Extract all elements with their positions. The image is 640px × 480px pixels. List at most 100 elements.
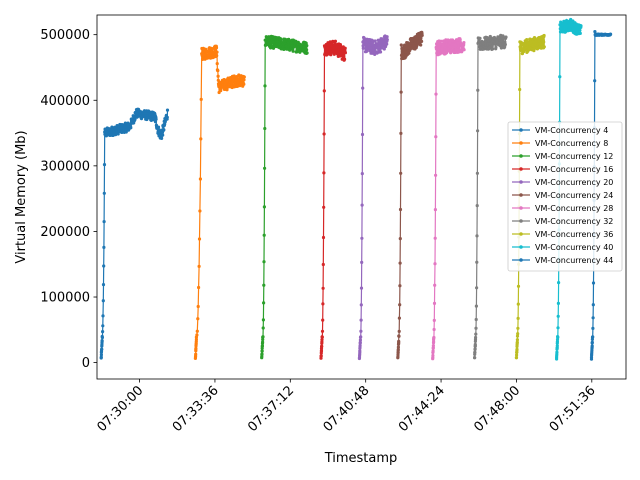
data-point <box>156 125 161 129</box>
data-point <box>403 43 407 47</box>
data-point <box>398 303 402 307</box>
data-point <box>518 87 522 92</box>
data-point <box>215 62 219 66</box>
y-axis-title: Virtual Memory (Mb) <box>14 130 29 263</box>
data-point <box>261 340 265 344</box>
data-point <box>515 353 519 357</box>
data-point <box>360 132 365 137</box>
data-point <box>431 349 435 353</box>
data-point <box>368 46 373 50</box>
data-point <box>432 301 437 305</box>
data-point <box>333 39 337 43</box>
legend-label: VM-Concurrency 28 <box>535 204 613 213</box>
data-point <box>263 84 267 88</box>
data-point <box>102 191 106 195</box>
data-point <box>514 355 519 360</box>
data-point <box>475 260 479 264</box>
data-point <box>420 33 424 38</box>
series-9 <box>514 33 546 360</box>
data-point <box>100 347 104 351</box>
data-point <box>319 354 323 358</box>
data-point <box>399 90 403 94</box>
data-point <box>196 304 200 309</box>
data-point <box>433 283 437 287</box>
data-point <box>578 31 582 35</box>
data-point <box>165 108 170 112</box>
data-point <box>261 335 265 339</box>
data-point <box>262 301 266 305</box>
data-point <box>194 352 198 356</box>
data-point <box>322 132 326 136</box>
data-point <box>419 43 423 47</box>
legend-label: VM-Concurrency 16 <box>535 165 613 174</box>
data-point <box>491 47 495 51</box>
data-point <box>433 208 437 212</box>
data-point <box>473 342 477 347</box>
data-point <box>320 338 324 342</box>
legend-item: VM-Concurrency 44 <box>512 256 613 265</box>
data-point <box>556 335 560 339</box>
data-point <box>359 318 363 322</box>
legend-marker <box>519 180 523 184</box>
data-point <box>433 236 437 240</box>
data-point <box>516 332 520 336</box>
data-point <box>420 39 424 44</box>
data-point <box>161 133 165 137</box>
data-point <box>475 234 479 238</box>
data-point <box>474 335 478 340</box>
y-tick-label: 100000 <box>40 291 90 306</box>
data-point <box>322 171 326 175</box>
data-point <box>154 117 158 121</box>
data-point <box>321 318 325 322</box>
data-point <box>591 281 596 285</box>
data-point <box>321 262 325 267</box>
data-point <box>358 349 362 353</box>
data-point <box>503 40 507 44</box>
legend-label: VM-Concurrency 4 <box>535 126 608 135</box>
data-point <box>116 132 120 136</box>
legend-marker <box>519 128 523 132</box>
data-point <box>458 38 462 42</box>
data-point <box>162 128 166 132</box>
x-tick-label: 07:44:24 <box>396 383 448 435</box>
data-point <box>358 343 362 348</box>
series-6 <box>396 30 424 360</box>
legend-item: VM-Concurrency 20 <box>512 178 613 187</box>
data-point <box>473 350 477 354</box>
data-point <box>399 43 403 47</box>
data-point <box>101 330 105 334</box>
data-point <box>593 79 597 83</box>
data-point <box>124 130 128 134</box>
data-point <box>556 301 561 305</box>
data-point <box>329 53 333 57</box>
data-point <box>591 335 595 339</box>
data-point <box>478 36 482 41</box>
data-point <box>260 349 264 353</box>
data-point <box>516 316 520 320</box>
data-point <box>225 88 229 92</box>
data-point <box>396 345 400 349</box>
x-tick-label: 07:51:36 <box>547 383 599 435</box>
data-point <box>198 177 202 181</box>
data-point <box>321 302 325 306</box>
y-tick-label: 500000 <box>40 28 90 43</box>
data-point <box>542 40 546 44</box>
data-point <box>320 329 325 333</box>
y-axis: 0 100000 200000 300000 400000 500000 <box>40 28 97 371</box>
data-point <box>590 344 594 348</box>
legend-label: VM-Concurrency 12 <box>535 152 613 161</box>
series-line <box>432 38 465 359</box>
data-point <box>516 284 521 288</box>
data-point <box>205 49 209 53</box>
data-point <box>397 329 401 333</box>
data-point <box>199 97 203 101</box>
data-point <box>407 51 411 55</box>
x-tick-label: 07:37:12 <box>245 383 297 435</box>
data-point <box>165 115 169 119</box>
data-point <box>361 46 365 50</box>
data-point <box>525 38 529 42</box>
data-point <box>320 344 324 348</box>
legend-box <box>507 121 623 272</box>
data-point <box>358 338 362 342</box>
legend-marker <box>519 258 523 262</box>
